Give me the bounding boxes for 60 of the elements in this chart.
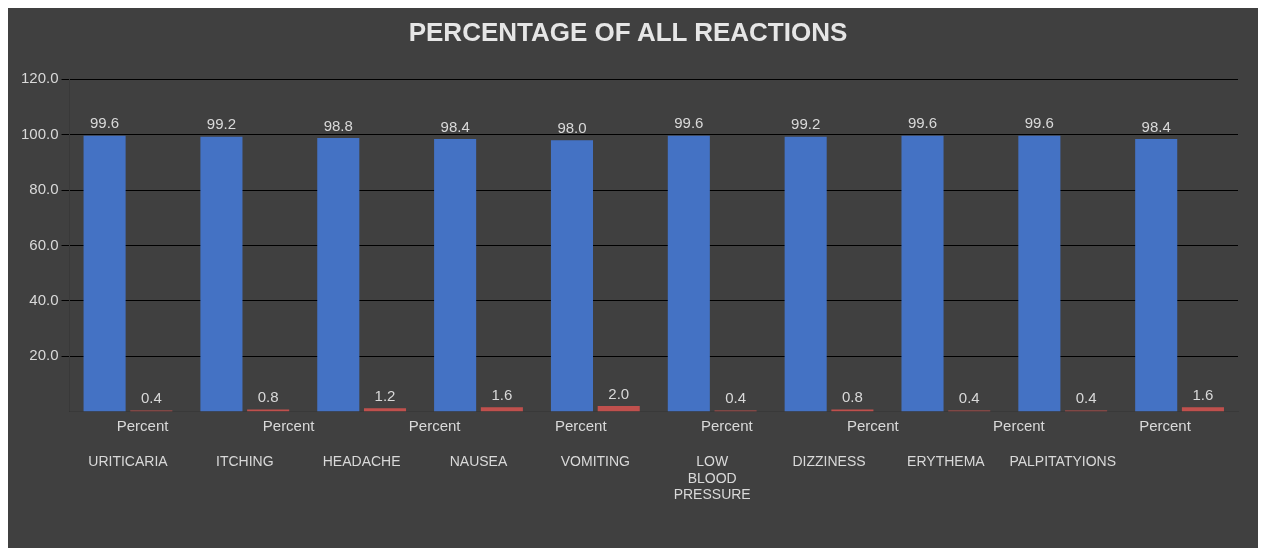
data-label: 98.0 — [557, 118, 587, 136]
bar — [200, 136, 243, 412]
data-label: 99.2 — [791, 115, 821, 133]
bar — [317, 137, 360, 412]
data-label: 99.6 — [674, 114, 704, 132]
data-label: 0.4 — [1075, 389, 1097, 407]
bar — [667, 135, 710, 412]
bar — [550, 140, 594, 412]
data-label: 2.0 — [608, 384, 630, 402]
y-tick-label: 40.0 — [29, 290, 59, 308]
data-label: 98.4 — [440, 117, 470, 135]
x-tick-label: URITICARIA — [88, 452, 169, 469]
bar — [831, 409, 874, 412]
y-tick-label: 120.0 — [20, 69, 59, 87]
data-label: 0.4 — [958, 389, 980, 407]
bar — [434, 139, 477, 412]
bar — [1018, 135, 1061, 412]
text: Percent — [847, 417, 900, 435]
y-tick-label: 100.0 — [20, 124, 59, 142]
data-label: 0.4 — [725, 389, 746, 407]
text: Percent — [1139, 417, 1192, 435]
data-label: 0.4 — [140, 389, 162, 407]
data-label: 99.6 — [907, 114, 938, 132]
bar — [1135, 139, 1178, 412]
y-tick-label: 20.0 — [29, 346, 59, 364]
y-tick-label: 60.0 — [29, 235, 59, 253]
bar — [1181, 407, 1224, 412]
x-tick-label: PALPITATYIONS — [1009, 452, 1117, 469]
data-label: 99.6 — [1024, 114, 1054, 132]
x-tick-label: NAUSEA — [449, 452, 508, 469]
chart-title: PERCENTAGE OF ALL REACTIONS — [408, 16, 848, 47]
x-tick-label: HEADACHE — [322, 452, 401, 469]
data-label: 0.8 — [841, 388, 863, 406]
data-label: 0.8 — [257, 388, 279, 406]
x-tick-label: DIZZINESS — [792, 452, 866, 469]
data-label: 98.4 — [1141, 117, 1171, 135]
data-label: 99.2 — [206, 115, 237, 133]
text: Percent — [408, 417, 462, 435]
text: Percent — [993, 417, 1046, 435]
bar — [247, 409, 290, 412]
bar — [83, 135, 126, 412]
x-tick-label: LOW BLOOD PRESSURE — [673, 452, 751, 503]
bar — [784, 136, 827, 412]
x-tick-label: VOMITING — [560, 452, 630, 469]
text: Percent — [700, 417, 754, 435]
bar — [363, 408, 407, 412]
x-tick-label: ITCHING — [216, 452, 274, 469]
y-tick-label: 80.0 — [29, 180, 59, 198]
data-label: 98.8 — [323, 116, 353, 134]
text: Percent — [554, 417, 608, 435]
data-label: 1.6 — [491, 385, 513, 403]
bar — [480, 407, 523, 412]
text: Percent — [116, 417, 170, 435]
bar — [597, 406, 640, 412]
data-label: 1.2 — [374, 386, 396, 404]
x-tick-label: ERYTHEMA — [907, 452, 986, 469]
data-label: 99.6 — [89, 114, 120, 132]
bar — [901, 135, 944, 412]
data-label: 1.6 — [1192, 385, 1214, 403]
text: Percent — [262, 417, 316, 435]
